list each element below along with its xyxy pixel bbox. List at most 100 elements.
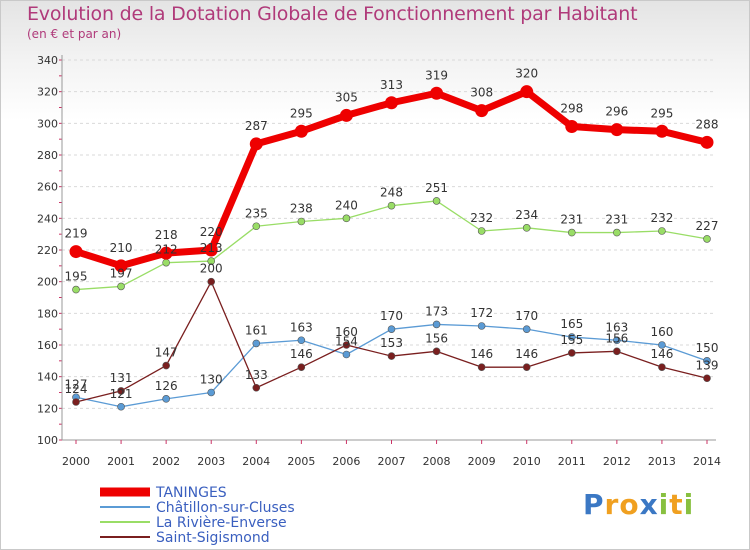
x-tick-label: 2006 — [332, 455, 360, 468]
data-label: 197 — [110, 266, 133, 280]
data-label: 146 — [470, 347, 493, 361]
data-label: 153 — [380, 336, 403, 350]
data-point — [567, 228, 576, 237]
data-label: 240 — [335, 198, 358, 212]
data-label: 160 — [335, 325, 358, 339]
data-point — [342, 341, 351, 349]
data-point — [477, 227, 486, 235]
data-label: 218 — [155, 228, 178, 242]
data-point — [613, 228, 621, 237]
data-point — [297, 363, 306, 371]
y-tick-label: 140 — [37, 371, 58, 384]
logo-letter: t — [669, 488, 684, 521]
data-label: 146 — [290, 347, 313, 361]
x-tick-label: 2010 — [513, 455, 541, 468]
data-point — [297, 336, 306, 345]
data-label: 219 — [65, 227, 88, 241]
data-label: 287 — [245, 119, 268, 133]
data-label: 130 — [200, 373, 223, 387]
data-point — [117, 282, 125, 291]
data-label: 146 — [515, 347, 538, 361]
data-label: 295 — [650, 106, 673, 120]
data-point — [387, 325, 396, 333]
data-point — [207, 257, 216, 265]
data-label: 173 — [425, 304, 448, 318]
legend-label: La Rivière-Enverse — [156, 515, 287, 531]
chart-subtitle: (en € et par an) — [27, 27, 122, 41]
data-point — [387, 201, 396, 210]
data-point — [294, 124, 308, 138]
data-label: 319 — [425, 68, 448, 82]
x-tick-label: 2013 — [648, 455, 676, 468]
data-label: 121 — [110, 387, 133, 401]
x-tick-label: 2005 — [287, 455, 315, 468]
x-tick-label: 2007 — [378, 455, 406, 468]
data-point — [432, 197, 441, 205]
data-label: 195 — [65, 270, 88, 284]
data-point — [162, 361, 170, 370]
data-point — [703, 374, 711, 383]
series-layer — [69, 85, 714, 411]
data-point — [613, 347, 621, 356]
data-label: 156 — [605, 331, 628, 345]
data-point — [430, 86, 444, 100]
x-tick-label: 2000 — [62, 455, 90, 468]
x-tick-label: 2003 — [197, 455, 225, 468]
data-point — [72, 398, 80, 406]
logo-letter: x — [639, 488, 659, 521]
y-tick-label: 200 — [37, 276, 58, 289]
logo-letter: P — [583, 488, 605, 521]
data-label: 170 — [380, 309, 403, 323]
x-tick-label: 2011 — [558, 455, 586, 468]
y-tick-label: 240 — [37, 212, 58, 225]
data-point — [655, 124, 669, 138]
y-tick-label: 120 — [37, 402, 58, 415]
data-label: 133 — [245, 368, 268, 382]
data-label: 126 — [155, 379, 178, 393]
logo-letter: o — [619, 488, 640, 521]
data-label: 139 — [696, 358, 719, 372]
data-point — [658, 341, 666, 349]
data-label: 231 — [605, 213, 628, 227]
x-tick-label: 2001 — [107, 455, 135, 468]
proxiti-logo: Proxiti — [583, 488, 694, 521]
data-point — [252, 222, 261, 231]
legend-label: Saint-Sigismond — [156, 530, 270, 546]
data-label: 155 — [560, 333, 583, 347]
data-label: 308 — [470, 86, 493, 100]
data-label: 232 — [650, 211, 673, 225]
data-label: 238 — [290, 202, 313, 216]
data-label: 146 — [650, 347, 673, 361]
data-point — [204, 243, 218, 257]
data-label: 213 — [200, 241, 223, 255]
data-label: 298 — [560, 102, 583, 116]
data-point — [610, 123, 624, 137]
data-point — [613, 336, 621, 345]
data-point — [159, 246, 173, 260]
x-tick-label: 2009 — [468, 455, 496, 468]
chart-title: Evolution de la Dotation Globale de Fonc… — [27, 3, 638, 25]
data-label: 160 — [650, 325, 673, 339]
data-point — [658, 363, 666, 371]
axes: 100 120 140 160 180 200 220 240 260 280 300 320 340 2… — [37, 54, 721, 468]
data-label: 227 — [696, 219, 719, 233]
data-label: 161 — [245, 323, 268, 337]
data-point — [432, 347, 441, 356]
data-label: 295 — [290, 106, 313, 120]
data-label: 235 — [245, 206, 268, 220]
logo-letter: r — [604, 488, 620, 521]
data-label: 131 — [110, 371, 133, 385]
grid-lines — [62, 59, 716, 441]
data-label: 220 — [200, 225, 223, 239]
data-point — [432, 320, 441, 329]
data-label: 296 — [605, 105, 628, 119]
data-label: 147 — [155, 346, 178, 360]
data-point — [565, 120, 579, 133]
data-point — [387, 352, 396, 360]
data-labels: 219 210 218 220 287 295 305 313 319 308 320 298 296 2… — [65, 67, 719, 401]
y-tick-label: 280 — [37, 149, 58, 162]
data-point — [475, 104, 489, 118]
data-point — [703, 235, 711, 243]
data-point — [385, 96, 398, 110]
